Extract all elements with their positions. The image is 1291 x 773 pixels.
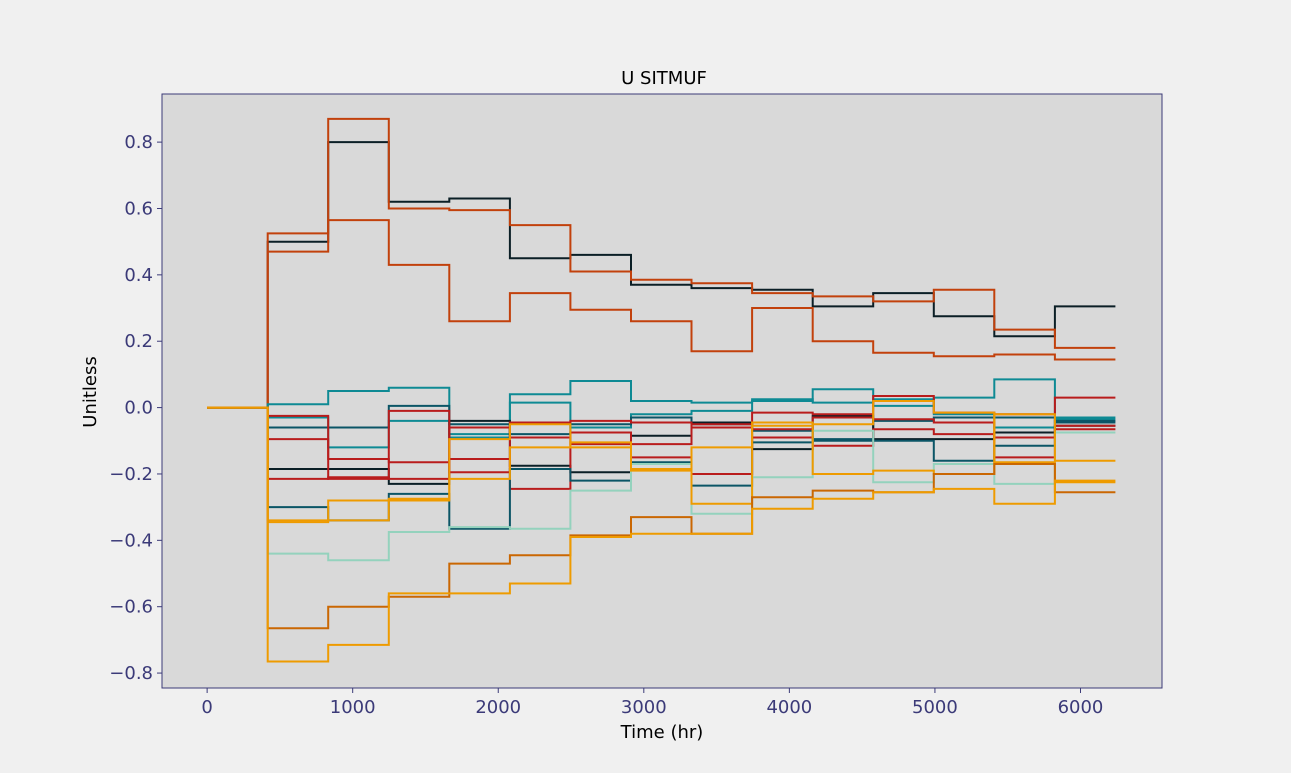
y-tick-label: −0.2 <box>109 464 153 485</box>
series-line-15 <box>207 406 1116 630</box>
series-line-1 <box>207 141 1116 409</box>
y-tick-label: 0.2 <box>124 331 153 352</box>
series-line-5 <box>207 398 1116 449</box>
x-tick-label: 6000 <box>1058 697 1104 718</box>
y-tick-label: 0.6 <box>124 198 153 219</box>
series-line-12 <box>207 406 1116 562</box>
x-tick-label: 4000 <box>766 697 812 718</box>
y-tick-label: 0.4 <box>124 265 153 286</box>
series-line-4 <box>207 378 1116 436</box>
series-layer <box>207 117 1116 663</box>
y-axis-title: Unitless <box>80 356 101 427</box>
y-tick-label: −0.6 <box>109 597 153 618</box>
x-tick-label: 1000 <box>330 697 376 718</box>
series-line-2 <box>207 117 1116 409</box>
x-tick-label: 0 <box>201 697 212 718</box>
series-line-10 <box>207 406 1116 480</box>
y-tick-label: 0.8 <box>124 132 153 153</box>
x-axis-title: Time (hr) <box>620 722 704 743</box>
y-tick-label: −0.4 <box>109 530 153 551</box>
series-line-14 <box>207 400 1116 522</box>
y-axis: 0.8 0.6 0.4 0.2 0.0 −0.2 −0.4 −0.6 −0.8 <box>109 132 162 684</box>
plot-area <box>162 94 1162 688</box>
x-tick-label: 5000 <box>912 697 958 718</box>
x-axis: 0 1000 2000 3000 4000 5000 6000 <box>201 688 1103 718</box>
series-line-3 <box>207 219 1116 409</box>
y-tick-label: 0.0 <box>124 398 153 419</box>
y-tick-label: −0.8 <box>109 663 153 684</box>
plot-frame <box>161 93 1163 689</box>
series-line-9 <box>207 406 1116 490</box>
series-line-16 <box>207 406 1116 663</box>
x-tick-label: 3000 <box>621 697 667 718</box>
x-tick-label: 2000 <box>475 697 521 718</box>
chart-title: U SITMUF <box>621 68 707 89</box>
